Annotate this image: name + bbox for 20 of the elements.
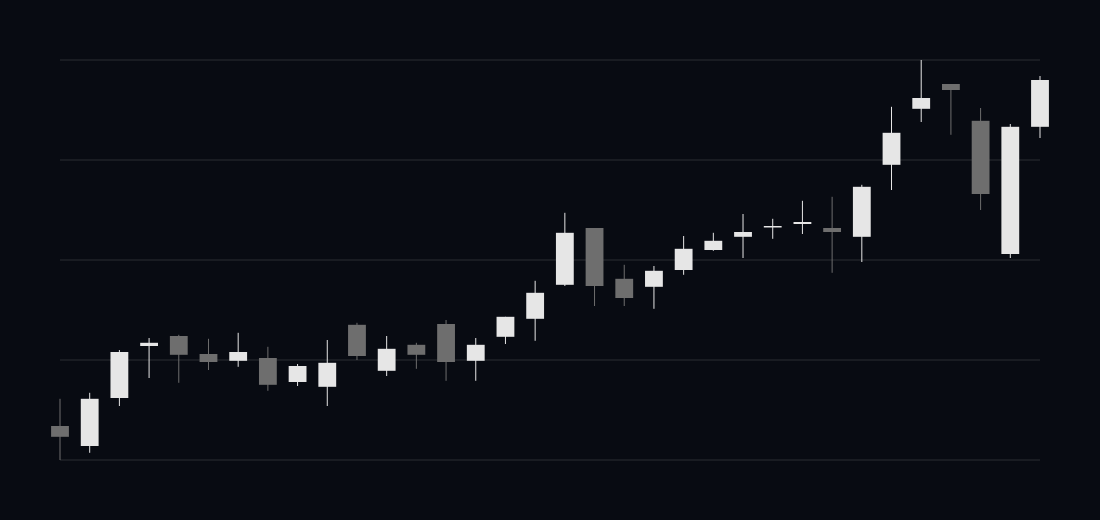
candlestick bbox=[912, 59, 931, 123]
candlestick bbox=[407, 342, 426, 370]
candlestick bbox=[823, 196, 842, 274]
candlestick bbox=[734, 213, 752, 259]
candlestick bbox=[51, 398, 69, 461]
candlestick bbox=[496, 316, 515, 345]
candlestick bbox=[466, 337, 485, 382]
candlestick bbox=[169, 334, 188, 384]
candlestick bbox=[942, 83, 960, 136]
candlestick bbox=[377, 335, 396, 377]
candlestick bbox=[645, 265, 663, 310]
candlestick bbox=[615, 264, 634, 307]
candlestick bbox=[674, 235, 693, 276]
candlestick bbox=[229, 332, 248, 368]
candlestick bbox=[288, 363, 307, 387]
candlestick bbox=[793, 200, 812, 235]
candlestick bbox=[140, 337, 158, 379]
candlestick bbox=[318, 339, 337, 407]
candlestick bbox=[199, 338, 218, 371]
candlestick bbox=[763, 218, 782, 240]
